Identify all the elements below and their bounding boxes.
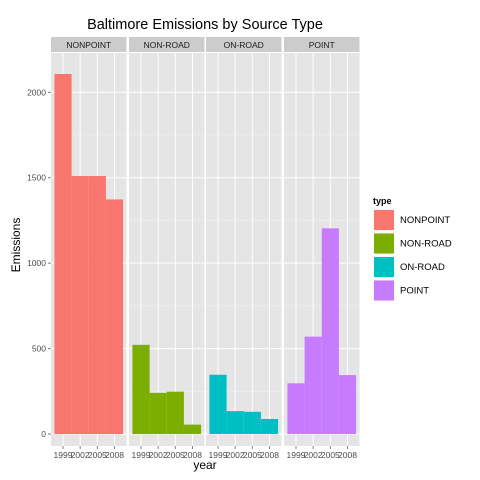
bar bbox=[149, 392, 167, 435]
legend-label: NONPOINT bbox=[400, 215, 450, 226]
x-tick-label: 2002 bbox=[304, 450, 323, 460]
facet-strip bbox=[206, 37, 282, 52]
x-tick-label: 2005 bbox=[243, 450, 262, 460]
y-axis-title: Emissions bbox=[9, 218, 23, 273]
bar bbox=[226, 411, 244, 435]
bar bbox=[321, 228, 339, 435]
bar bbox=[304, 336, 322, 435]
bar bbox=[260, 419, 279, 435]
x-tick-label: 2005 bbox=[88, 450, 107, 460]
bar bbox=[183, 424, 202, 435]
legend-key bbox=[374, 280, 394, 301]
bar bbox=[243, 411, 261, 435]
legend-label: ON-ROAD bbox=[400, 262, 445, 273]
y-tick-label: 2000 bbox=[27, 87, 46, 97]
facet-strip-label: POINT bbox=[309, 40, 335, 50]
x-tick-label: 2002 bbox=[149, 450, 168, 460]
facet-strip-label: NONPOINT bbox=[66, 40, 111, 50]
bar bbox=[166, 391, 184, 435]
x-tick-label: 2008 bbox=[183, 450, 202, 460]
y-tick-label: 500 bbox=[32, 344, 46, 354]
bar bbox=[54, 74, 72, 435]
facet-strip-label: NON-ROAD bbox=[144, 40, 190, 50]
x-tick-label: 1999 bbox=[132, 450, 151, 460]
y-tick-label: 0 bbox=[41, 429, 46, 439]
legend: type NONPOINT NON-ROAD ON-ROAD POINT bbox=[372, 196, 452, 302]
legend-key bbox=[374, 210, 394, 230]
x-tick-label: 2005 bbox=[321, 450, 340, 460]
facet-strip bbox=[284, 37, 360, 52]
y-tick-label: 1000 bbox=[27, 258, 46, 268]
legend-key bbox=[374, 233, 394, 254]
bar bbox=[71, 176, 89, 435]
x-tick-label: 2008 bbox=[105, 450, 124, 460]
legend-key bbox=[374, 257, 394, 277]
x-axis-title: year bbox=[193, 458, 216, 472]
x-tick-label: 1999 bbox=[287, 450, 306, 460]
facet-strip bbox=[129, 37, 205, 52]
legend-label: POINT bbox=[400, 286, 429, 297]
facet-strip-label: ON-ROAD bbox=[224, 40, 264, 50]
x-tick-label: 2002 bbox=[71, 450, 90, 460]
x-tick-label: 1999 bbox=[209, 450, 228, 460]
facet-panels: NONPOINT1999200220052008NON-ROAD19992002… bbox=[51, 37, 360, 460]
bar bbox=[287, 383, 305, 435]
y-axis: 0 500 1000 1500 2000 bbox=[27, 87, 51, 439]
y-tick-label: 1500 bbox=[27, 173, 46, 183]
facet-strip bbox=[51, 37, 127, 52]
x-tick-label: 2008 bbox=[260, 450, 279, 460]
bar bbox=[132, 344, 150, 435]
bar bbox=[105, 199, 124, 435]
bar bbox=[88, 176, 106, 435]
legend-label: NON-ROAD bbox=[400, 239, 452, 250]
x-tick-label: 2005 bbox=[166, 450, 185, 460]
chart-title: Baltimore Emissions by Source Type bbox=[87, 17, 323, 33]
bar bbox=[338, 375, 357, 435]
x-tick-label: 2002 bbox=[226, 450, 245, 460]
bar bbox=[209, 374, 227, 435]
legend-title: type bbox=[373, 196, 392, 206]
x-tick-label: 2008 bbox=[338, 450, 357, 460]
x-tick-label: 1999 bbox=[54, 450, 73, 460]
